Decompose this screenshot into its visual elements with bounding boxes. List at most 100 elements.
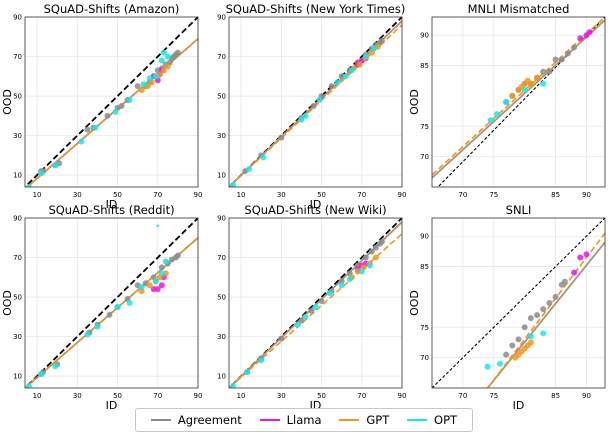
y-tick-label: 85	[420, 62, 429, 70]
x-tick-label: 90	[194, 191, 203, 199]
gpt-fit-line	[432, 17, 605, 176]
y-tick-label: 10	[13, 373, 22, 381]
point-llama	[158, 282, 165, 289]
point-agreement	[561, 278, 568, 285]
legend-item-llama: Llama	[259, 413, 322, 427]
point-opt	[521, 86, 528, 93]
x-tick-label: 50	[113, 191, 122, 199]
point-agreement	[527, 315, 534, 322]
point-opt	[126, 97, 133, 104]
point-opt	[244, 369, 251, 376]
point-opt	[152, 278, 159, 285]
x-tick-label: 70	[458, 392, 467, 400]
legend: Agreement Llama GPT OPT	[135, 408, 473, 432]
point-opt	[484, 363, 491, 370]
point-opt	[52, 363, 59, 370]
point-opt	[527, 333, 534, 340]
point-opt	[138, 284, 145, 291]
point-opt	[302, 313, 309, 320]
legend-label-agreement: Agreement	[177, 413, 242, 427]
legend-swatch-agreement	[150, 419, 171, 421]
plot-frame	[431, 16, 606, 188]
point-opt	[164, 53, 171, 60]
point-opt	[362, 53, 369, 60]
subplot-title: MNLI Mismatched	[468, 2, 570, 16]
subplot-title: SQuAD-Shifts (Amazon)	[44, 2, 180, 16]
point-opt	[302, 112, 309, 119]
point-opt	[334, 79, 341, 86]
x-tick-label: 50	[113, 392, 122, 400]
point-opt	[84, 331, 91, 338]
point-agreement	[310, 102, 317, 109]
point-agreement	[106, 311, 113, 318]
y-tick-label: 70	[13, 254, 22, 262]
subplot-title: SNLI	[506, 203, 532, 217]
point-opt	[38, 170, 45, 177]
point-agreement	[372, 244, 379, 251]
x-tick-label: 10	[237, 392, 246, 400]
x-axis-label: ID	[310, 399, 322, 412]
point-opt	[258, 357, 265, 364]
x-tick-label: 90	[398, 191, 407, 199]
point-opt	[326, 290, 333, 297]
point-gpt	[534, 74, 541, 81]
plot-area	[432, 17, 605, 187]
point-agreement	[515, 336, 522, 343]
y-tick-label: 10	[217, 373, 226, 381]
y-tick-label: 50	[13, 294, 22, 302]
x-tick-label: 30	[277, 191, 286, 199]
point-opt	[26, 383, 33, 388]
x-tick-label: 10	[33, 191, 42, 199]
point-gpt	[164, 63, 171, 70]
point-opt	[146, 75, 153, 82]
point-opt	[312, 303, 319, 310]
agreement-fit-line	[432, 19, 605, 179]
point-agreement	[368, 248, 375, 255]
point-llama	[583, 251, 590, 258]
point-opt	[230, 182, 237, 187]
point-llama	[571, 269, 578, 276]
legend-label-opt: OPT	[434, 413, 458, 427]
point-opt	[370, 45, 377, 52]
point-agreement	[84, 126, 91, 133]
y-tick-label: 10	[13, 172, 22, 180]
y-tick-label: 90	[13, 215, 22, 223]
reference-line-y-equals-x	[25, 17, 198, 187]
point-opt	[114, 303, 121, 310]
point-gpt	[527, 80, 534, 87]
point-opt	[346, 276, 353, 283]
point-agreement	[540, 306, 547, 313]
x-tick-label: 70	[357, 392, 366, 400]
point-opt	[112, 108, 119, 115]
y-tick-label: 75	[420, 324, 429, 332]
y-tick-label: 50	[217, 294, 226, 302]
plot-area	[432, 218, 605, 388]
point-gpt	[356, 61, 363, 68]
point-llama	[577, 35, 584, 42]
point-agreement	[546, 300, 553, 306]
point-opt	[366, 262, 373, 269]
point-opt	[496, 360, 503, 367]
x-tick-label: 85	[551, 392, 560, 400]
y-tick-label: 70	[420, 153, 429, 161]
y-tick-label: 90	[217, 14, 226, 22]
x-tick-label: 90	[582, 392, 591, 400]
point-agreement	[278, 134, 285, 141]
point-agreement	[552, 293, 559, 300]
y-axis-label: OOD	[1, 290, 14, 316]
point-opt	[338, 282, 345, 289]
point-agreement	[278, 335, 285, 342]
legend-item-opt: OPT	[407, 413, 457, 427]
legend-swatch-gpt	[339, 419, 360, 421]
reference-line-y-equals-x	[25, 218, 198, 388]
reference-line-y-equals-x	[432, 218, 605, 388]
point-opt	[78, 138, 85, 145]
legend-swatch-opt	[407, 419, 428, 421]
point-opt	[342, 73, 349, 80]
x-tick-label: 70	[153, 191, 162, 199]
y-tick-label: 50	[13, 93, 22, 101]
point-agreement	[328, 83, 335, 90]
x-axis-label: ID	[106, 399, 118, 412]
subplot-4: 10 30 50 70 90 10 30 50 70 90 SQuAD-Shifts (Reddit…	[1, 203, 202, 412]
point-gpt	[527, 339, 534, 346]
